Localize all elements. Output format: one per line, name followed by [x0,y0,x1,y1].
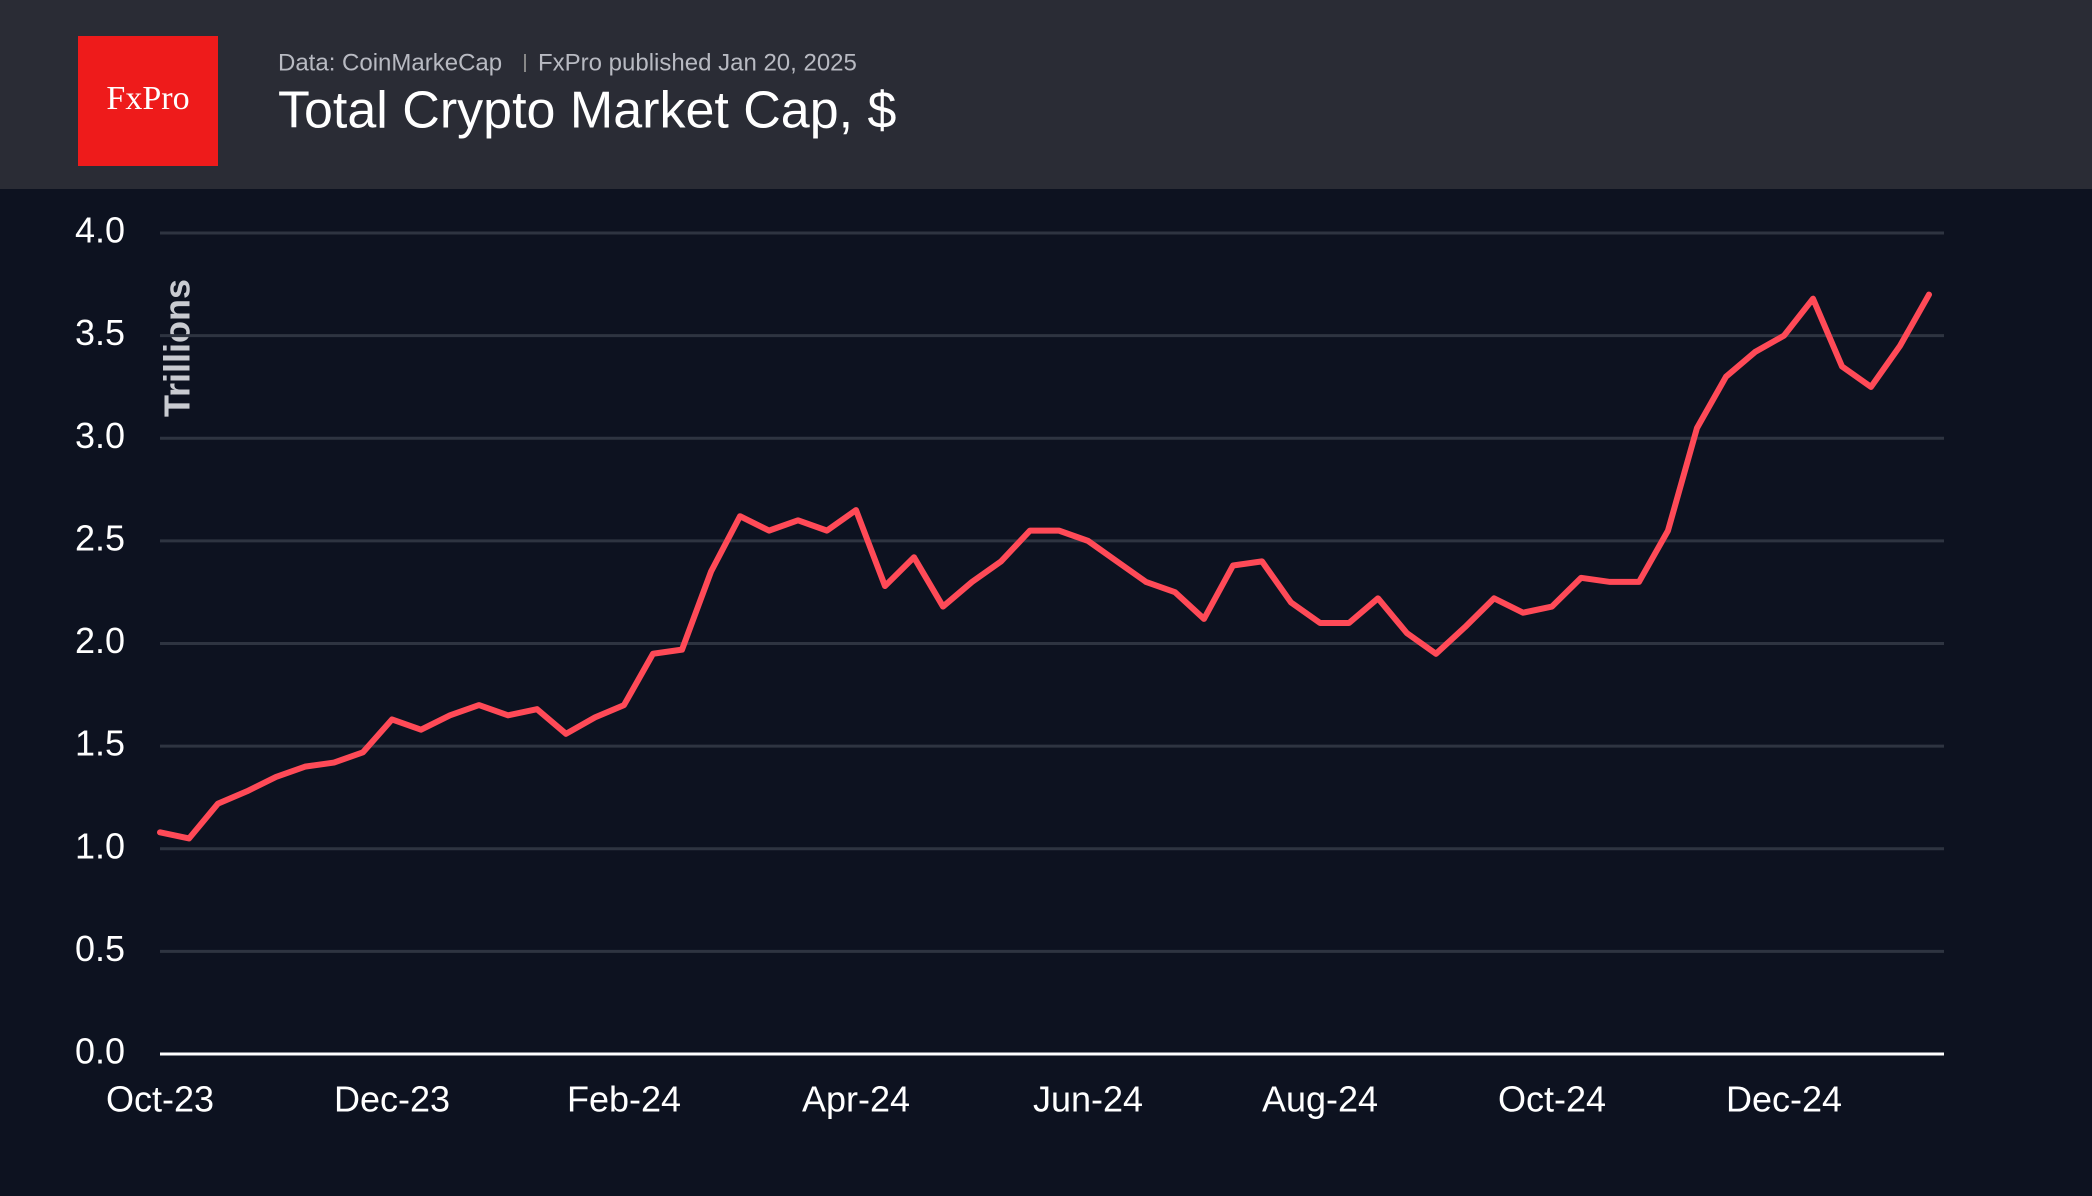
x-tick-label: Oct-23 [106,1079,214,1120]
x-tick-label: Jun-24 [1033,1079,1143,1120]
x-tick-label: Aug-24 [1262,1079,1378,1120]
x-tick-label: Dec-24 [1726,1079,1842,1120]
chart-title: Total Crypto Market Cap, $ [278,82,897,140]
y-tick-label: 4.0 [75,210,125,251]
line [157,291,1932,842]
y-tick-label: 2.0 [75,620,125,661]
source: Data: CoinMarkeCap [278,49,502,76]
logo-text: FxPro [106,80,189,117]
y-tick-label: 0.5 [75,928,125,969]
logo [78,36,218,166]
y-tick-label: 2.5 [75,517,125,558]
x-tick-label: Apr-24 [802,1079,910,1120]
x-tick-label: Dec-23 [334,1079,450,1120]
publisher: FxPro published Jan 20, 2025 [538,49,857,76]
y-tick-label: 1.0 [75,825,125,866]
y-tick-label: 0.0 [75,1031,125,1072]
y-tick-label: 3.5 [75,312,125,353]
x-tick-label: Feb-24 [567,1079,681,1120]
y-axis-label: Trillions [157,279,198,417]
header-band [0,0,2092,189]
y-tick-label: 1.5 [75,723,125,764]
y-tick-label: 3.0 [75,415,125,456]
x-tick-label: Oct-24 [1498,1079,1606,1120]
